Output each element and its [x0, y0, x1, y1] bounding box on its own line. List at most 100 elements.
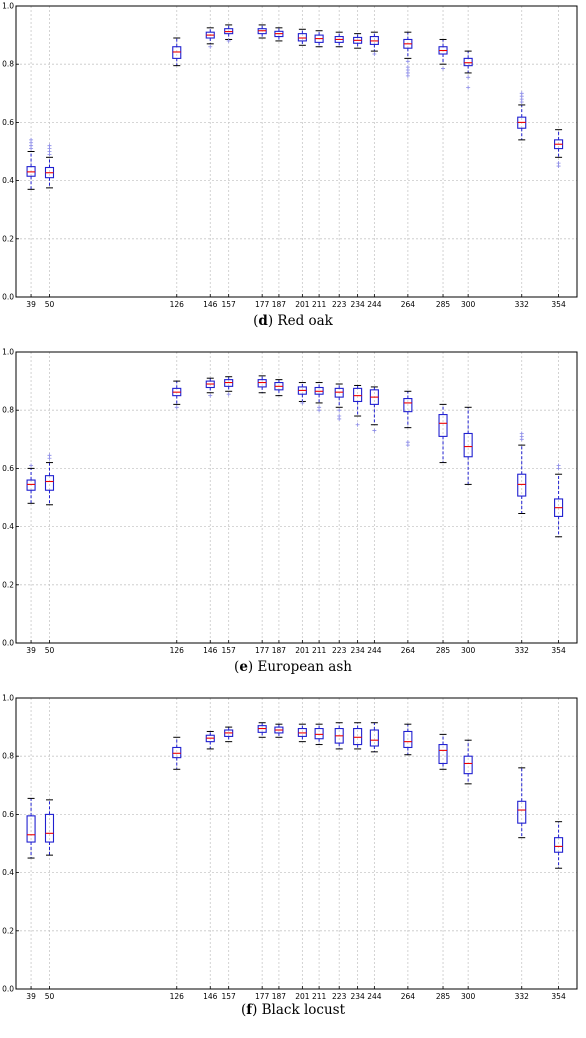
xtick-label: 223: [332, 992, 347, 1001]
box-157: [224, 726, 234, 743]
box-146: [205, 377, 215, 398]
box-39: [26, 137, 36, 190]
box-223: [334, 383, 344, 421]
box-201: [297, 723, 307, 743]
xtick-label: 264: [401, 646, 416, 655]
plot-frame: [15, 351, 578, 644]
xtick-label: 223: [332, 300, 347, 309]
box-iqr: [26, 479, 36, 491]
xtick-label: 177: [255, 300, 270, 309]
ytick-label: 0.6: [2, 118, 14, 127]
flier-marker: [372, 428, 377, 433]
chart-panel-black-locust: 0.0 0.2 0.4 0.6 0.8 1.0 39 50 126 146 157 177 187 201…: [0, 692, 586, 1038]
flier-marker: [226, 38, 231, 43]
xtick-label: 50: [45, 300, 55, 309]
xtick-label: 201: [295, 992, 310, 1001]
xtick-label: 177: [255, 992, 270, 1001]
box-50: [44, 799, 55, 856]
box-iqr: [334, 387, 344, 398]
xtick-label: 234: [350, 646, 365, 655]
caption-text: Black locust: [261, 1002, 346, 1018]
box-iqr: [403, 398, 413, 413]
box-223: [334, 31, 344, 48]
xtick-label: 50: [45, 646, 55, 655]
box-126: [172, 37, 182, 67]
flier-marker: [208, 44, 213, 49]
xtick-label: 354: [551, 646, 566, 655]
flier-marker: [519, 431, 524, 436]
flier-marker: [47, 453, 52, 458]
ytick-label: 1.0: [2, 348, 14, 357]
xtick-label: 50: [45, 992, 55, 1001]
flier-marker: [317, 408, 322, 413]
box-264: [403, 31, 413, 78]
xtick-label: 332: [515, 992, 530, 1001]
box-iqr: [438, 414, 448, 437]
flier-marker: [405, 59, 410, 64]
xtick-label: 146: [203, 300, 218, 309]
box-iqr: [353, 387, 363, 403]
xtick-label: 300: [461, 300, 476, 309]
xtick-label: 211: [312, 992, 327, 1001]
chart-panel-european-ash: 0.0 0.2 0.4 0.6 0.8 1.0 39 50 126 146 157 177 187 201…: [0, 346, 586, 692]
caption-red-oak: (d) Red oak: [253, 313, 333, 329]
ytick-label: 0.2: [2, 580, 14, 589]
xtick-label: 146: [203, 992, 218, 1001]
box-177: [257, 375, 267, 394]
xtick-label: 264: [401, 300, 416, 309]
xtick-label: 157: [222, 992, 237, 1001]
box-332: [517, 767, 527, 839]
flier-marker: [466, 75, 471, 80]
box-146: [205, 730, 215, 750]
ytick-label: 1.0: [2, 694, 14, 703]
xtick-label: 157: [222, 646, 237, 655]
box-354: [554, 821, 564, 869]
caption-text: European ash: [257, 659, 352, 675]
box-iqr: [257, 379, 267, 388]
ytick-label: 0.4: [2, 868, 14, 877]
box-iqr: [517, 800, 527, 824]
box-50: [44, 453, 55, 506]
box-332: [517, 91, 527, 141]
box-iqr: [172, 46, 182, 59]
box-354: [554, 463, 564, 538]
xtick-label: 39: [26, 646, 36, 655]
xtick-label: 126: [170, 992, 185, 1001]
plot-frame: [15, 5, 578, 298]
xtick-label: 332: [515, 300, 530, 309]
box-iqr: [172, 746, 182, 759]
box-iqr: [297, 33, 307, 42]
box-187: [274, 723, 284, 738]
box-iqr: [403, 730, 413, 749]
flier-marker: [519, 91, 524, 96]
box-300: [463, 50, 473, 90]
caption-text: Red oak: [277, 313, 333, 329]
box-300: [463, 406, 473, 485]
ytick-label: 0.6: [2, 464, 14, 473]
xtick-label: 223: [332, 646, 347, 655]
box-234: [353, 33, 363, 49]
box-157: [224, 24, 234, 43]
box-iqr: [554, 837, 564, 853]
box-264: [403, 723, 413, 756]
xtick-label: 354: [551, 992, 566, 1001]
box-201: [297, 28, 307, 46]
flier-marker: [355, 422, 360, 427]
flier-marker: [174, 405, 179, 410]
box-211: [314, 30, 324, 48]
boxplot-red-oak: 0.0 0.2 0.4 0.6 0.8 1.0 39 50 126 146 157 177 187 201…: [2, 2, 578, 309]
flier-marker: [29, 137, 34, 142]
box-244: [369, 722, 379, 753]
box-244: [369, 386, 379, 433]
box-iqr: [517, 473, 527, 497]
flier-marker: [208, 393, 213, 398]
xtick-label: 285: [436, 300, 451, 309]
xtick-label: 354: [551, 300, 566, 309]
xtick-label: 146: [203, 646, 218, 655]
xtick-label: 39: [26, 300, 36, 309]
ytick-label: 0.4: [2, 176, 14, 185]
xtick-label: 264: [401, 992, 416, 1001]
box-126: [172, 380, 182, 410]
xtick-label: 201: [295, 646, 310, 655]
box-iqr: [463, 755, 473, 775]
